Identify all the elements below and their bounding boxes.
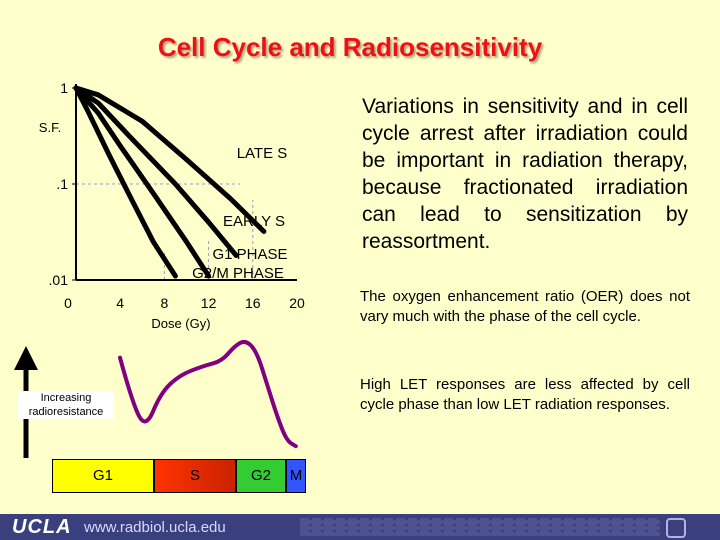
oer-text: The oxygen enhancement ratio (OER) does …: [360, 288, 690, 325]
survival-curves: [73, 85, 267, 279]
phase-m: M: [286, 459, 306, 493]
survival-curve-2: [73, 85, 212, 279]
y-tick-label: 1: [60, 80, 68, 96]
x-tick-label: 8: [161, 295, 169, 311]
y-axis-label: S.F.: [39, 120, 61, 135]
slide-corner-icon: [666, 518, 686, 538]
curve-label: G2/M PHASE: [192, 265, 284, 282]
footer-bar: UCLA www.radbiol.ucla.edu: [0, 514, 720, 540]
let-text: High LET responses are less affected by …: [360, 376, 690, 413]
survival-curve-1: [73, 85, 239, 258]
main-explanation-text: Variations in sensitivity and in cell cy…: [362, 95, 688, 253]
x-tick-label: 0: [64, 295, 72, 311]
x-axis-label: Dose (Gy): [151, 316, 210, 331]
chart-axes: [72, 84, 297, 281]
radioresistance-label: Increasing radioresistance: [18, 391, 114, 419]
footer-url[interactable]: www.radbiol.ucla.edu: [84, 519, 226, 536]
x-tick-label: 4: [116, 295, 124, 311]
y-tick-label: .1: [56, 176, 68, 192]
phase-g1: G1: [52, 459, 154, 493]
ucla-logo: UCLA: [12, 516, 72, 538]
radioresistance-curve: [118, 339, 298, 449]
curve-label: G1 PHASE: [212, 246, 287, 263]
curve-label: LATE S: [237, 145, 288, 162]
phase-s: S: [154, 459, 236, 493]
x-tick-label: 20: [289, 295, 305, 311]
radioresistance-arrow-head: [14, 346, 38, 370]
y-tick-label: .01: [49, 272, 69, 288]
footer-pattern: [300, 518, 660, 536]
x-tick-label: 12: [201, 295, 217, 311]
chart-labels: 1 .1 .01 S.F. 0 4 8 12 16 20 Dose (Gy) LATE S EARLY …: [39, 80, 305, 331]
slide-title: Cell Cycle and Radiosensitivity: [157, 32, 543, 62]
survival-curve-3: [73, 85, 178, 279]
curve-label: EARLY S: [223, 213, 285, 230]
x-tick-label: 16: [245, 295, 261, 311]
phase-g2: G2: [236, 459, 286, 493]
survival-curve-0: [73, 85, 267, 234]
